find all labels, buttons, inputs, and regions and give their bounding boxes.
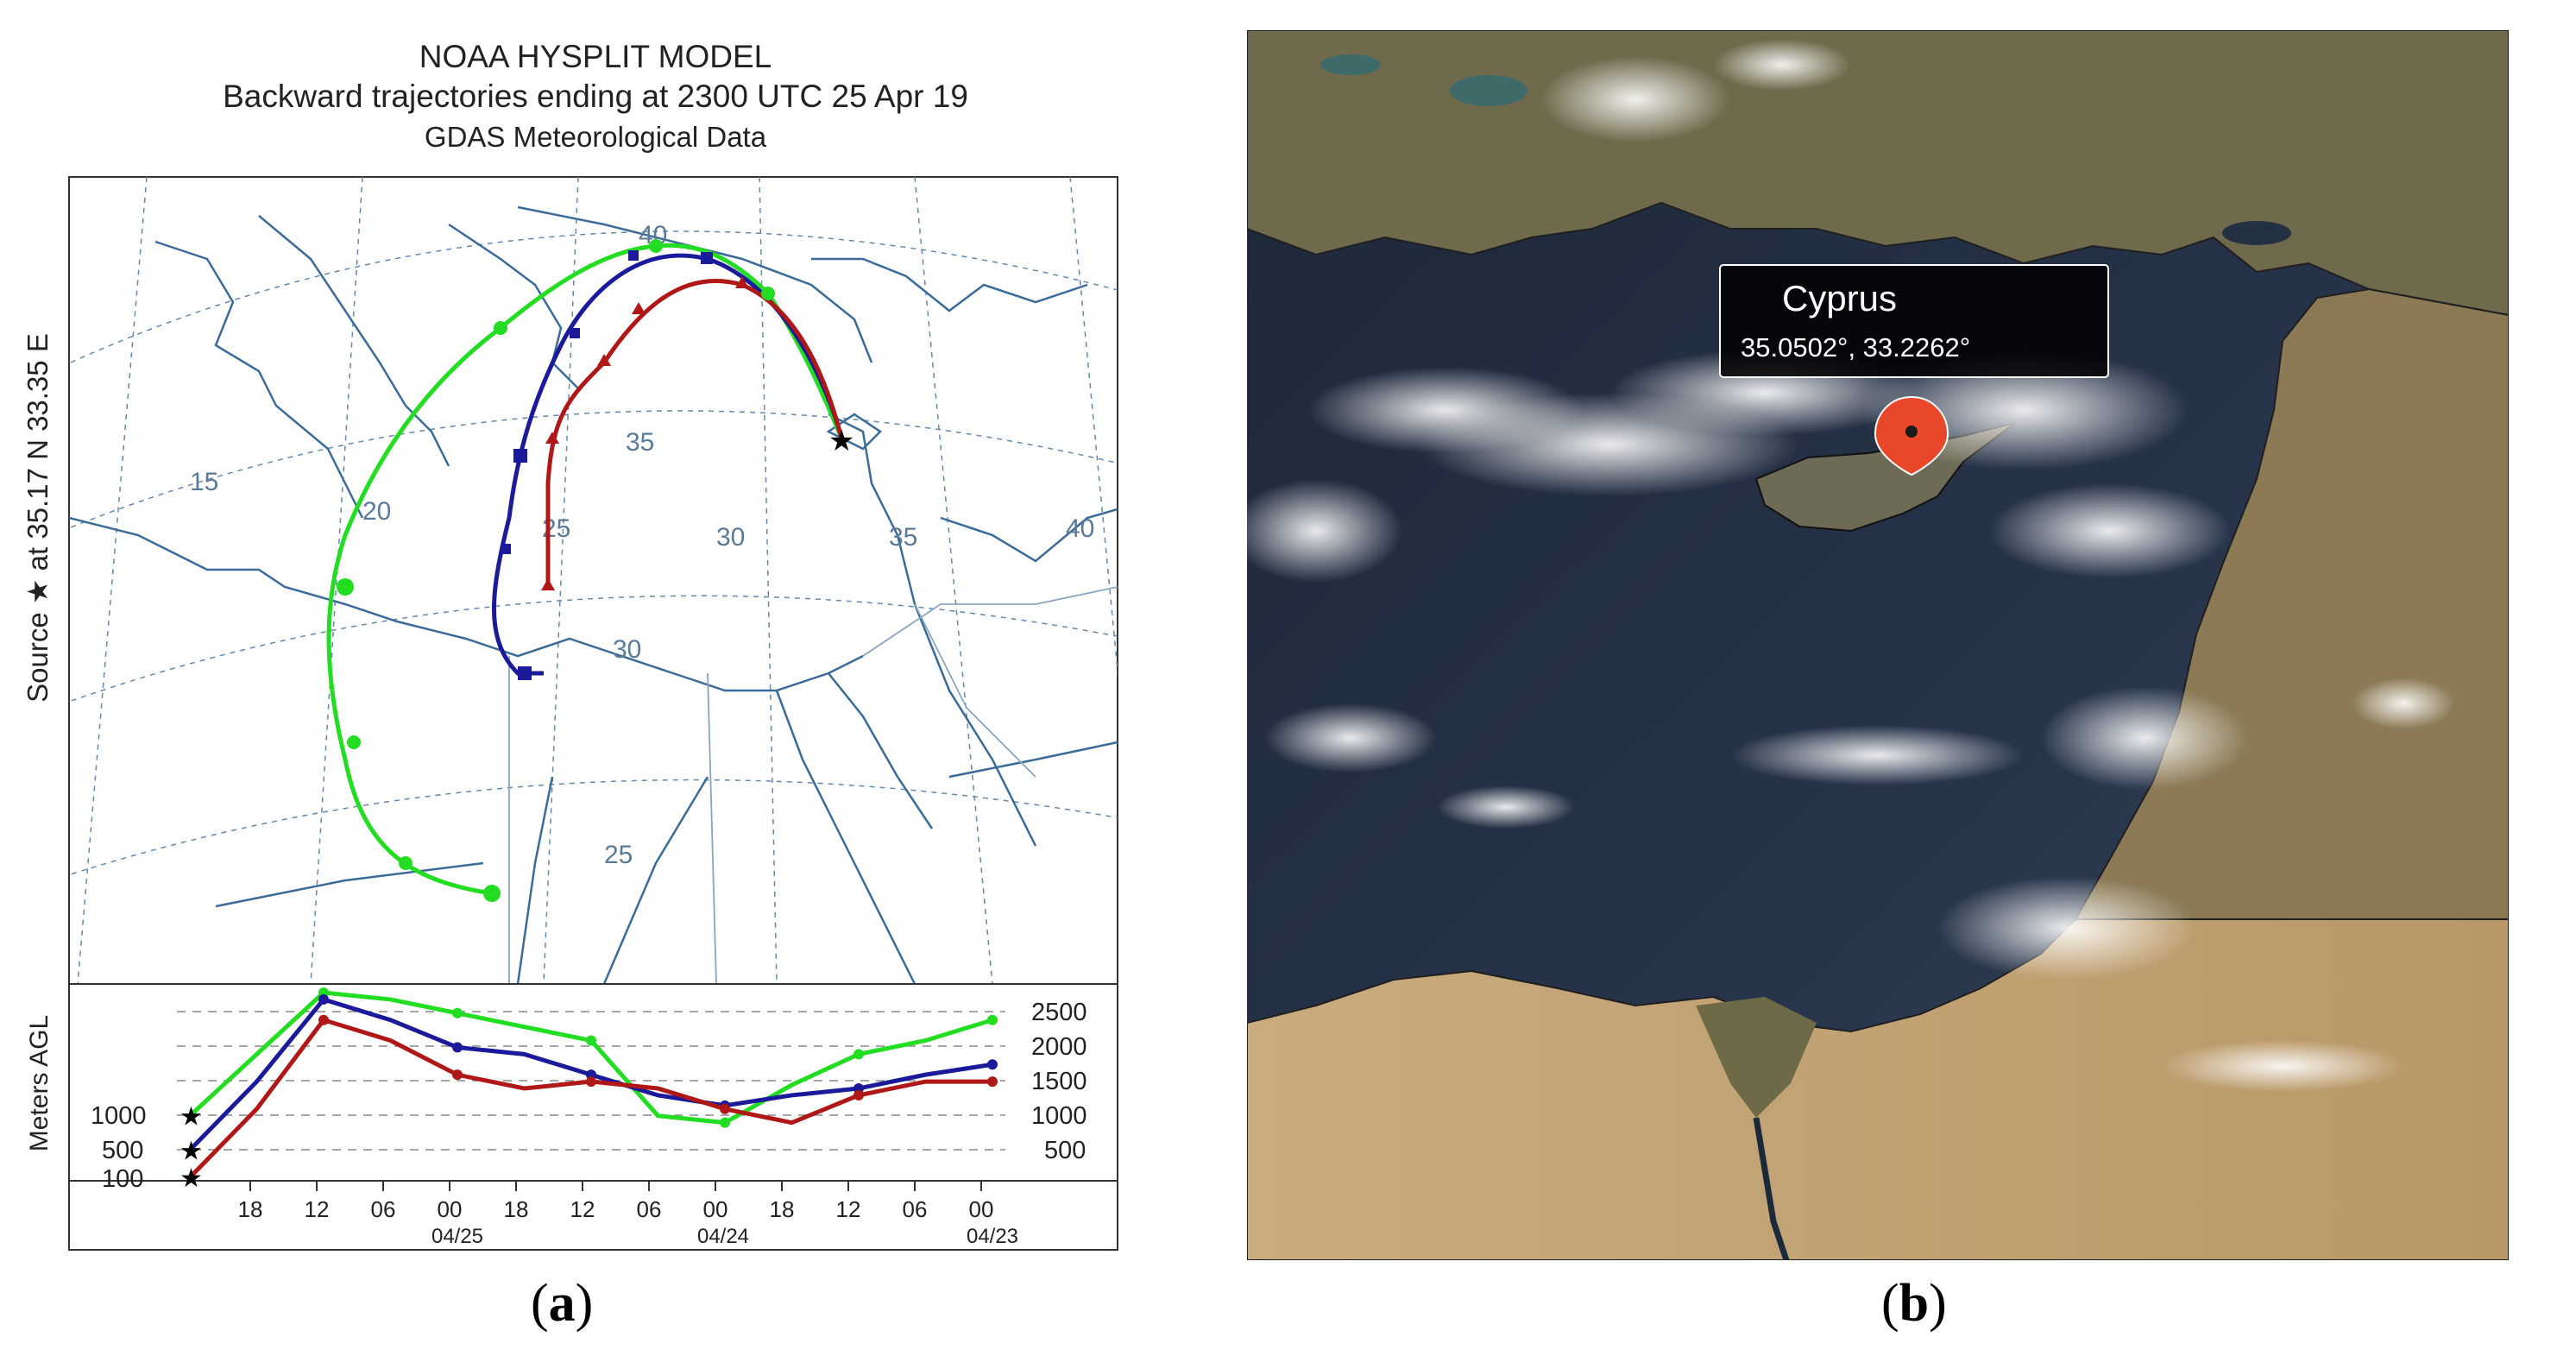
nile-river: [1753, 1117, 1790, 1262]
coastlines: [69, 205, 1118, 984]
trajectory-map: 40 35 30 25 15 20 25 30 35 40: [68, 176, 1118, 985]
height-left-tick: 100: [102, 1165, 143, 1193]
trajectory-green-markers: [337, 239, 775, 902]
location-popup[interactable]: Cyprus 35.0502°, 33.2262°: [1719, 264, 2109, 378]
height-point: [452, 1069, 463, 1081]
height-point: [318, 993, 329, 1005]
time-tick-label: 18: [504, 1196, 529, 1222]
trajectory-green: [326, 243, 844, 896]
height-profile-panel: Meters AGL 1000 500 100 2500 2000 1500 1…: [25, 983, 1118, 1251]
time-tick-label: 06: [903, 1196, 928, 1222]
height-point: [853, 1089, 864, 1101]
graticule: [69, 177, 1118, 984]
graticule-labels: 40 35 30 25 15 20 25 30 35 40: [190, 221, 1094, 869]
height-point: [318, 1014, 329, 1025]
lat-label-25: 25: [604, 841, 633, 869]
time-tick-label: 00: [969, 1196, 994, 1222]
hysplit-figure: NOAA HYSPLIT MODEL Backward trajectories…: [22, 39, 1118, 1251]
height-right-tick: 1500: [1031, 1068, 1087, 1095]
lon-label-35: 35: [889, 523, 917, 552]
height-left-tick: 500: [102, 1137, 143, 1164]
lat-label-35: 35: [626, 428, 654, 457]
popup-background: [1719, 264, 2109, 378]
height-right-tick: 500: [1044, 1137, 1086, 1164]
satellite-panel: Cyprus 35.0502°, 33.2262°: [1230, 29, 2510, 1262]
time-tick-label: 12: [570, 1196, 595, 1222]
height-point: [987, 1014, 998, 1025]
hysplit-panel: NOAA HYSPLIT MODEL Backward trajectories…: [0, 0, 1148, 1295]
figure-title: NOAA HYSPLIT MODEL: [419, 39, 772, 74]
time-axis: 18 12 06 00 18 12 06 00 18 12 06 00: [238, 1181, 994, 1222]
nile-delta: [1696, 997, 1817, 1118]
height-point: [452, 1042, 463, 1053]
date-label: 04/23: [967, 1225, 1018, 1248]
height-right-tick: 1000: [1031, 1102, 1087, 1130]
height-right-tick: 2500: [1031, 999, 1087, 1026]
height-series: ★★★: [180, 987, 998, 1193]
source-location-label: Source ★ at 35.17 N 33.35 E: [22, 333, 54, 703]
lon-label-15: 15: [190, 468, 218, 496]
gulf-of-iskenderun: [2222, 221, 2291, 245]
height-start-star-icon: ★: [180, 1164, 203, 1193]
height-left-ticks: 1000 500 100: [91, 1102, 147, 1193]
date-labels: 04/25 04/24 04/23: [431, 1225, 1018, 1248]
lake: [1450, 75, 1527, 106]
height-start-star-icon: ★: [180, 1103, 203, 1132]
figure-subtitle: Backward trajectories ending at 2300 UTC…: [223, 79, 968, 114]
lon-label-40: 40: [1066, 514, 1094, 543]
trajectory-red-markers: [541, 276, 749, 590]
date-label: 04/24: [697, 1225, 749, 1248]
caption-b: (b): [1881, 1274, 1947, 1333]
popup-coordinates: 35.0502°, 33.2262°: [1741, 332, 1970, 363]
height-left-tick: 1000: [91, 1102, 147, 1130]
time-tick-label: 18: [770, 1196, 795, 1222]
satellite-map[interactable]: Cyprus 35.0502°, 33.2262°: [1230, 29, 2510, 1262]
height-gridlines: [177, 1011, 1005, 1151]
height-point: [720, 1117, 730, 1128]
height-point: [853, 1049, 864, 1060]
height-point: [987, 1059, 998, 1070]
popup-title: Cyprus: [1782, 278, 1897, 319]
time-tick-label: 12: [836, 1196, 861, 1222]
caption-a: (a): [531, 1274, 594, 1333]
time-tick-label: 18: [238, 1196, 263, 1222]
time-tick-label: 06: [637, 1196, 662, 1222]
borders: [508, 586, 1118, 984]
trajectory-red: [545, 279, 844, 587]
lat-label-30: 30: [613, 635, 641, 664]
height-right-ticks: 2500 2000 1500 1000 500: [1031, 999, 1087, 1164]
time-tick-label: 06: [371, 1196, 396, 1222]
time-tick-label: 00: [438, 1196, 463, 1222]
figure-data-source: GDAS Meteorological Data: [425, 121, 767, 153]
date-label: 04/25: [431, 1225, 483, 1248]
lon-label-30: 30: [716, 523, 745, 552]
source-star-icon: ★: [828, 425, 854, 457]
height-point: [452, 1007, 463, 1019]
height-point: [720, 1103, 730, 1114]
height-point: [987, 1076, 998, 1088]
height-start-star-icon: ★: [180, 1137, 203, 1165]
height-point: [586, 1035, 596, 1046]
height-axis-label: Meters AGL: [25, 1015, 54, 1151]
map-pin-icon[interactable]: [1874, 395, 1949, 476]
trajectory-blue-markers: [501, 250, 713, 680]
lake: [1320, 54, 1381, 75]
lon-label-20: 20: [362, 497, 391, 526]
height-right-tick: 2000: [1031, 1033, 1087, 1061]
time-tick-label: 00: [703, 1196, 728, 1222]
height-point: [586, 1076, 596, 1088]
time-tick-label: 12: [305, 1196, 330, 1222]
